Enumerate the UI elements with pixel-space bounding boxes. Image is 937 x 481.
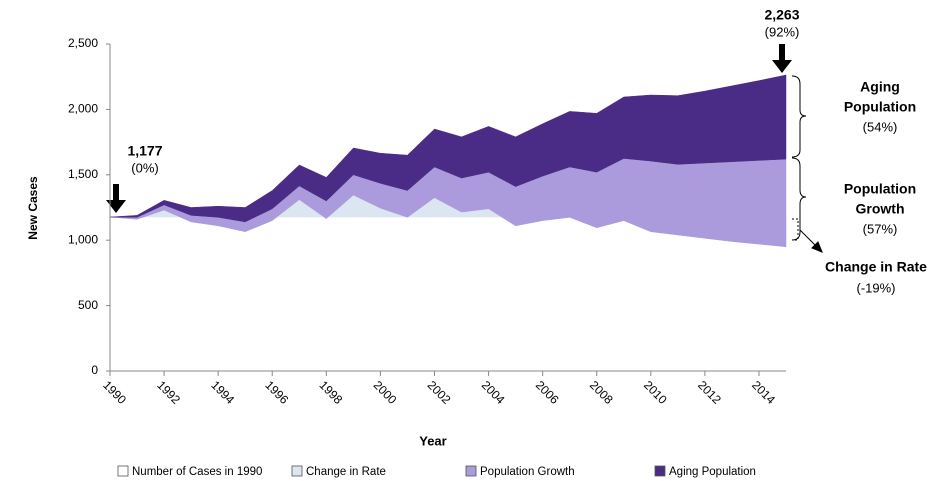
arrows	[106, 44, 792, 213]
x-tick-label: 2006	[533, 378, 562, 407]
y-tick-label: 2,500	[68, 36, 98, 50]
x-tick-label: 2008	[587, 378, 616, 407]
legend-label: Change in Rate	[306, 466, 386, 478]
x-tick-label: 2010	[641, 378, 670, 407]
y-axis-label: New Cases	[26, 176, 40, 240]
x-tick-label: 2014	[749, 378, 778, 407]
brackets	[791, 75, 823, 253]
area	[110, 217, 786, 371]
annotation: 1,177	[127, 143, 162, 159]
annotation: Population	[844, 181, 916, 197]
x-tick-label: 2000	[371, 378, 400, 407]
legend-label: Population Growth	[480, 466, 575, 478]
y-tick-label: 500	[78, 298, 98, 312]
y-tick-label: 1,500	[68, 167, 98, 181]
area	[109, 74, 787, 223]
annotation: (54%)	[863, 119, 898, 134]
y-tick-label: 1,000	[68, 232, 98, 246]
x-tick-label: 2002	[425, 378, 454, 407]
legend-swatch	[654, 465, 666, 477]
annotation: 2,263	[764, 7, 799, 23]
annotation: (0%)	[131, 160, 158, 175]
legend-swatch	[291, 465, 303, 477]
annotation: Population	[844, 99, 916, 115]
x-tick-label: 1996	[262, 378, 291, 407]
annotation: Change in Rate	[825, 259, 927, 275]
x-tick-label: 1990	[100, 378, 129, 407]
legend-swatch	[117, 465, 129, 477]
legend-label: Aging Population	[669, 466, 756, 478]
annotation: Aging	[860, 79, 900, 95]
x-tick-label: 1998	[317, 378, 346, 407]
y-tick-label: 2,000	[68, 102, 98, 116]
x-tick-label: 2012	[695, 378, 724, 407]
annotation: (92%)	[765, 24, 800, 39]
legend-label: Number of Cases in 1990	[132, 466, 262, 478]
x-axis-label: Year	[419, 433, 446, 448]
x-tick-label: 2004	[479, 378, 508, 407]
annotation: Growth	[856, 201, 905, 217]
annotation: (57%)	[863, 221, 898, 236]
x-tick-label: 1992	[154, 378, 183, 407]
y-tick-label: 0	[91, 363, 98, 377]
x-tick-label: 1994	[208, 378, 237, 407]
legend-swatch	[465, 465, 477, 477]
annotation: (-19%)	[856, 280, 895, 295]
